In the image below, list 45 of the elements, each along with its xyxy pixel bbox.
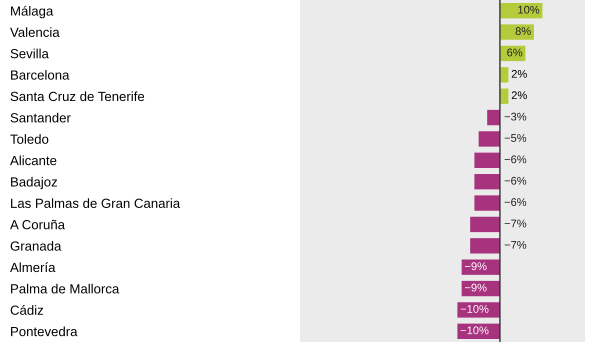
data-label: −9% [464,262,487,270]
data-label: −6% [504,198,526,206]
bar [478,131,500,147]
y-tick-label: Cádiz [10,305,44,315]
data-label: 2% [512,91,527,100]
data-label: −10% [460,305,488,313]
y-tick-label: Almería [10,262,56,272]
data-label: −10% [460,326,488,334]
bar [500,67,508,83]
bar [474,174,500,190]
y-tick-label: Toledo [10,134,48,144]
data-label: −5% [504,134,526,142]
data-label: −3% [504,112,526,121]
bar [462,259,500,275]
bar [500,88,508,104]
bar [500,2,542,18]
y-tick-label: Pontevedra [11,326,78,336]
data-label: 10% [518,6,540,14]
data-label: 2% [512,70,527,78]
bar [462,280,500,296]
bar [474,152,500,168]
y-tick-label: Valencia [10,27,60,37]
bar [474,195,500,211]
y-tick-label: Santa Cruz de Tenerife [10,91,144,102]
data-label: 6% [507,48,522,56]
y-tick-label: Barcelona [11,70,70,80]
y-tick-label: Granada [10,241,62,251]
data-label: −9% [464,284,487,292]
y-tick-label: Málaga [11,6,54,18]
data-label: −6% [504,176,526,185]
bar [487,110,500,126]
bar [470,238,500,254]
y-tick-label: A Coruña [10,220,66,230]
bar [470,216,500,232]
y-tick-label: Santander [10,112,71,122]
y-tick-label: Alicante [10,156,56,166]
data-label: −7% [504,220,526,228]
y-tick-label: Badajoz [11,176,58,190]
y-tick-label: Las Palmas de Gran Canaria [11,198,180,208]
data-label: −6% [504,155,526,164]
bar [500,24,534,40]
y-tick-label: Palma de Mallorca [11,284,120,294]
data-label: −7% [504,240,526,249]
y-tick-label: Sevilla [10,48,49,58]
data-label: 8% [516,27,531,36]
